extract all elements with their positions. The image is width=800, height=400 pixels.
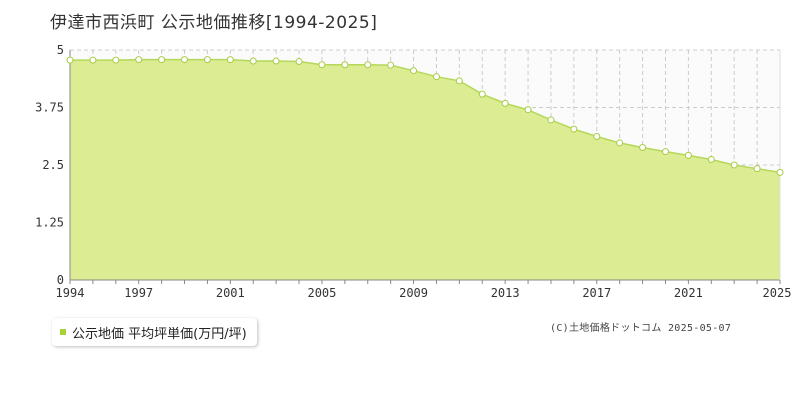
y-tick-label: 1.25 — [35, 216, 64, 230]
data-point — [112, 56, 120, 64]
x-tick-label: 2001 — [216, 286, 245, 300]
y-tick-label: 2.5 — [42, 158, 64, 172]
x-tick-labels: 1994 1997 2001 2005 2009 2013 2017 2021 2025 — [56, 286, 792, 300]
data-point — [387, 61, 395, 69]
credit-text: (C)土地価格ドットコム 2025-05-07 — [550, 323, 732, 334]
area-fill — [70, 59, 780, 280]
x-tick-label: 2017 — [582, 286, 611, 300]
data-point — [570, 125, 578, 133]
chart-title: 伊達市西浜町 公示地価推移[1994-2025] — [50, 13, 378, 33]
data-point — [432, 73, 440, 81]
data-point — [707, 155, 715, 163]
data-point — [272, 57, 280, 65]
data-point — [776, 168, 784, 176]
data-point — [203, 56, 211, 64]
data-point — [158, 56, 166, 64]
data-point — [753, 165, 761, 173]
data-point — [593, 132, 601, 140]
data-point — [226, 56, 234, 64]
series-line — [70, 58, 781, 174]
data-point — [364, 61, 372, 69]
data-point — [639, 144, 647, 152]
data-point — [684, 151, 692, 159]
data-point — [89, 56, 97, 64]
data-point — [478, 90, 486, 98]
data-point — [616, 139, 624, 147]
axes — [69, 50, 781, 284]
legend-swatch — [60, 329, 66, 335]
y-tick-label: 0 — [57, 273, 64, 287]
data-point — [135, 56, 143, 64]
legend-label: 公示地価 平均坪単価(万円/坪) — [72, 326, 247, 342]
y-tick-labels: 0 1.25 2.5 3.75 5 — [35, 43, 64, 287]
x-tick-label: 1997 — [124, 286, 153, 300]
data-markers — [66, 56, 784, 176]
y-tick-label: 5 — [57, 43, 64, 57]
data-point — [410, 67, 418, 75]
y-tick-label: 3.75 — [35, 101, 64, 115]
data-point — [295, 58, 303, 65]
data-point — [318, 61, 326, 69]
data-point — [181, 56, 189, 64]
x-tick-label: 2005 — [307, 286, 336, 300]
data-point — [249, 57, 257, 65]
data-point — [661, 148, 669, 156]
data-point — [501, 99, 509, 107]
data-point — [524, 106, 532, 114]
data-point — [66, 56, 74, 64]
x-tick-label: 2009 — [399, 286, 428, 300]
data-point — [455, 77, 463, 85]
legend: 公示地価 平均坪単価(万円/坪) — [52, 318, 257, 346]
data-point — [341, 61, 349, 69]
x-tick-label: 2013 — [491, 286, 520, 300]
x-tick-label: 2025 — [763, 286, 792, 300]
data-point — [547, 116, 555, 124]
data-point — [730, 161, 738, 169]
x-tick-label: 1994 — [56, 286, 85, 300]
x-tick-label: 2021 — [674, 286, 703, 300]
